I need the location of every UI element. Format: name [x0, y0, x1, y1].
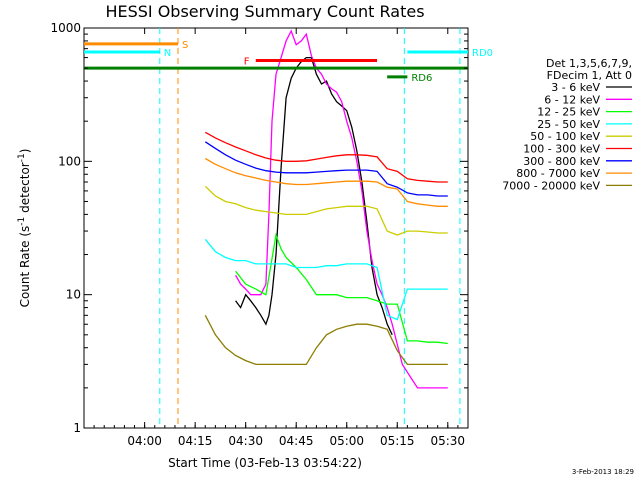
x-axis-label: Start Time (03-Feb-13 03:54:22) — [168, 456, 362, 470]
legend-entry-0: 3 - 6 keV — [551, 81, 600, 94]
timestamp: 3-Feb-2013 18:29 — [572, 468, 634, 476]
x-tick-label-2: 04:30 — [228, 434, 263, 448]
chart-title: HESSI Observing Summary Count Rates — [105, 2, 424, 21]
series-line-0 — [235, 56, 393, 336]
legend-entry-4: 50 - 100 keV — [530, 130, 600, 143]
flag-label-4: RD0 — [472, 48, 493, 59]
plot-frame — [83, 27, 469, 429]
y-tick-label-0: 1 — [73, 421, 81, 435]
legend-entry-7: 800 - 7000 keV — [516, 167, 600, 180]
y-tick-label-2: 100 — [58, 154, 81, 168]
series-line-4 — [204, 185, 448, 236]
legend-header-2: FDecim 1, Att 0 — [547, 69, 632, 82]
series-line-7 — [204, 157, 448, 207]
flag-label-2: F — [244, 57, 250, 68]
legend-entry-2: 12 - 25 keV — [537, 106, 600, 119]
x-tick-label-5: 05:15 — [380, 434, 415, 448]
series-line-3 — [204, 238, 448, 321]
legend-header-1: Det 1,3,5,6,7,9, — [546, 57, 632, 70]
series-line-8 — [204, 315, 448, 366]
legend-entry-3: 25 - 50 keV — [537, 118, 600, 131]
legend-entry-5: 100 - 300 keV — [523, 143, 600, 156]
flag-label-5: RD6 — [411, 73, 432, 84]
legend-entry-6: 300 - 800 keV — [523, 155, 600, 168]
y-tick-label-3: 1000 — [50, 21, 81, 35]
series-line-6 — [204, 141, 448, 197]
flag-label-1: N — [164, 48, 171, 59]
legend: Det 1,3,5,6,7,9, FDecim 1, Att 0 3 - 6 k… — [502, 57, 632, 192]
y-axis: 1 10 100 1000 — [50, 21, 468, 435]
x-tick-label-4: 05:00 — [329, 434, 364, 448]
y-axis-label-mid: detector — [18, 162, 32, 217]
y-axis-label-sup2: -1 — [17, 153, 27, 162]
series-line-5 — [204, 131, 448, 183]
series-line-1 — [235, 29, 448, 389]
y-axis-label-main: Count Rate (s — [18, 226, 32, 308]
legend-entry-8: 7000 - 20000 keV — [502, 179, 600, 192]
y-axis-label-end: ) — [18, 149, 32, 154]
y-axis-label: Count Rate (s-1 detector-1) — [17, 149, 32, 308]
plot-area — [83, 27, 469, 429]
x-axis: 04:00 04:15 04:30 04:45 05:00 05:15 05:30 — [83, 28, 469, 448]
flag-label-0: S — [182, 40, 188, 51]
x-tick-label-1: 04:15 — [178, 434, 213, 448]
x-tick-label-3: 04:45 — [279, 434, 314, 448]
y-axis-label-sup1: -1 — [17, 217, 27, 226]
legend-entry-1: 6 - 12 keV — [544, 93, 600, 106]
data-marks: SN F RD0 RD6 — [84, 28, 493, 428]
x-tick-label-0: 04:00 — [127, 434, 162, 448]
y-tick-label-1: 10 — [66, 288, 81, 302]
series-line-2 — [235, 232, 448, 345]
x-tick-label-6: 05:30 — [430, 434, 465, 448]
